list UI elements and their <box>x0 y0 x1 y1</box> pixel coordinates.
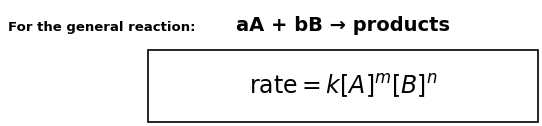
Bar <box>148 50 538 122</box>
Text: aA + bB → products: aA + bB → products <box>236 17 450 36</box>
Text: For the general reaction:: For the general reaction: <box>8 22 196 35</box>
Text: $\mathrm{rate} = k[A]^{m}[B]^{n}$: $\mathrm{rate} = k[A]^{m}[B]^{n}$ <box>249 72 437 100</box>
